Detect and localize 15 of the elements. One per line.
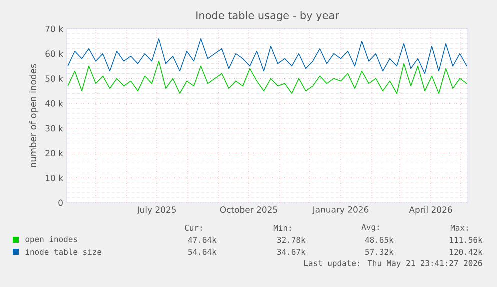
x-tick-label: January 2026 (312, 206, 369, 215)
y-tick-label: 20 k (46, 150, 64, 157)
y-tick-label: 30 k (46, 125, 64, 132)
y-tick-label: 10 k (46, 174, 64, 182)
y-tick-label: 40 k (46, 100, 64, 107)
y-tick-label: 0 (58, 200, 63, 206)
y-tick-label: 60 k (46, 50, 64, 58)
x-tick-label: October 2025 (220, 206, 278, 214)
y-tick-label: 70 k (46, 26, 64, 32)
y-tick-label: 50 k (46, 75, 64, 82)
line-series (68, 38, 468, 74)
chart-title: Inode table usage - by year (196, 11, 340, 22)
y-axis-title: number of open inodes (30, 64, 38, 168)
x-tick-label: July 2025 (136, 206, 176, 215)
x-tick-label: April 2026 (409, 206, 452, 215)
